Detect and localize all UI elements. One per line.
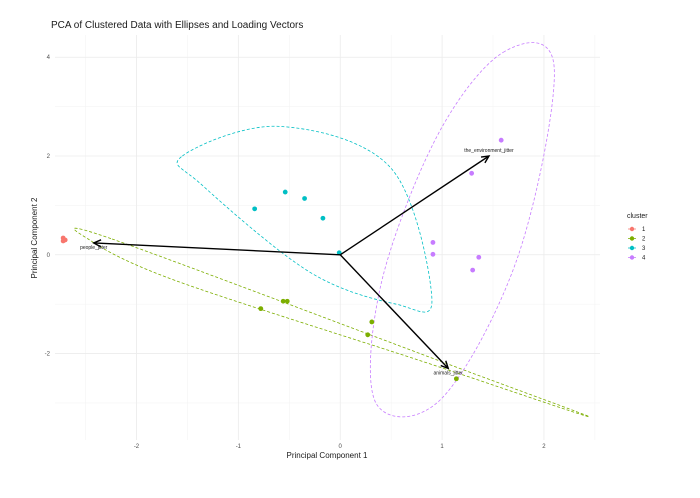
loading-vector-animals_jitter [339, 254, 449, 369]
loading-label: animals_jitter [433, 370, 463, 376]
legend-key-2 [629, 236, 635, 241]
legend: cluster 1 2 3 4 [627, 213, 648, 262]
tick-labels: -2 -1 0 1 2 -2 0 2 4 [45, 55, 547, 450]
y-axis-title: Principal Component 2 [30, 197, 39, 278]
point-cluster-4 [470, 267, 476, 273]
legend-label: 1 [642, 227, 646, 233]
y-tick-label: -2 [45, 352, 51, 358]
loading-label: the_environment_jitter [464, 148, 514, 154]
point-cluster-2 [365, 332, 371, 338]
legend-key-3 [629, 245, 635, 251]
arrow-head [480, 155, 491, 164]
loading-label: people_jitter [80, 245, 108, 251]
point-cluster-4 [498, 137, 504, 143]
legend-key-1 [629, 226, 635, 232]
ellipse-cluster-2 [73, 227, 590, 418]
point-cluster-4 [476, 254, 482, 260]
point-cluster-3 [320, 215, 326, 221]
legend-label: 4 [642, 256, 646, 262]
point-cluster-4 [430, 251, 436, 257]
point-cluster-2 [453, 376, 459, 382]
plot-panel [55, 35, 600, 440]
x-tick-label: 2 [542, 444, 546, 450]
data-points [60, 137, 504, 382]
point-cluster-2 [280, 298, 286, 304]
legend-title: cluster [627, 213, 648, 220]
legend-label: 2 [642, 237, 646, 243]
loading-vectors: people_jitter the_environment_jitteranima… [80, 148, 514, 376]
point-cluster-4 [469, 170, 475, 176]
point-cluster-2 [258, 306, 264, 312]
grid [55, 35, 600, 440]
y-tick-label: 4 [47, 55, 51, 61]
point-cluster-3 [252, 206, 258, 212]
point-cluster-2 [284, 298, 290, 304]
arrow-head [92, 239, 102, 248]
x-tick-label: -1 [236, 444, 242, 450]
cluster-ellipses [73, 42, 590, 418]
point-cluster-3 [282, 189, 288, 195]
x-tick-label: 0 [339, 444, 343, 450]
legend-key-4 [629, 255, 635, 260]
x-tick-label: -2 [134, 444, 140, 450]
arrow-head [440, 360, 450, 370]
legend-label: 3 [642, 246, 646, 252]
x-axis-title: Principal Component 1 [287, 451, 368, 460]
chart-title: PCA of Clustered Data with Ellipses and … [51, 20, 303, 31]
x-tick-label: 1 [440, 444, 444, 450]
point-cluster-1 [60, 238, 66, 244]
y-tick-label: 0 [47, 253, 51, 259]
loading-vector-people_jitter [93, 242, 341, 256]
point-cluster-4 [430, 240, 436, 245]
ellipse-cluster-4 [369, 42, 555, 418]
point-cluster-3 [302, 196, 307, 201]
loading-vector-the_environment_jitter [339, 155, 490, 256]
point-cluster-2 [369, 319, 375, 325]
y-tick-label: 2 [47, 154, 51, 160]
